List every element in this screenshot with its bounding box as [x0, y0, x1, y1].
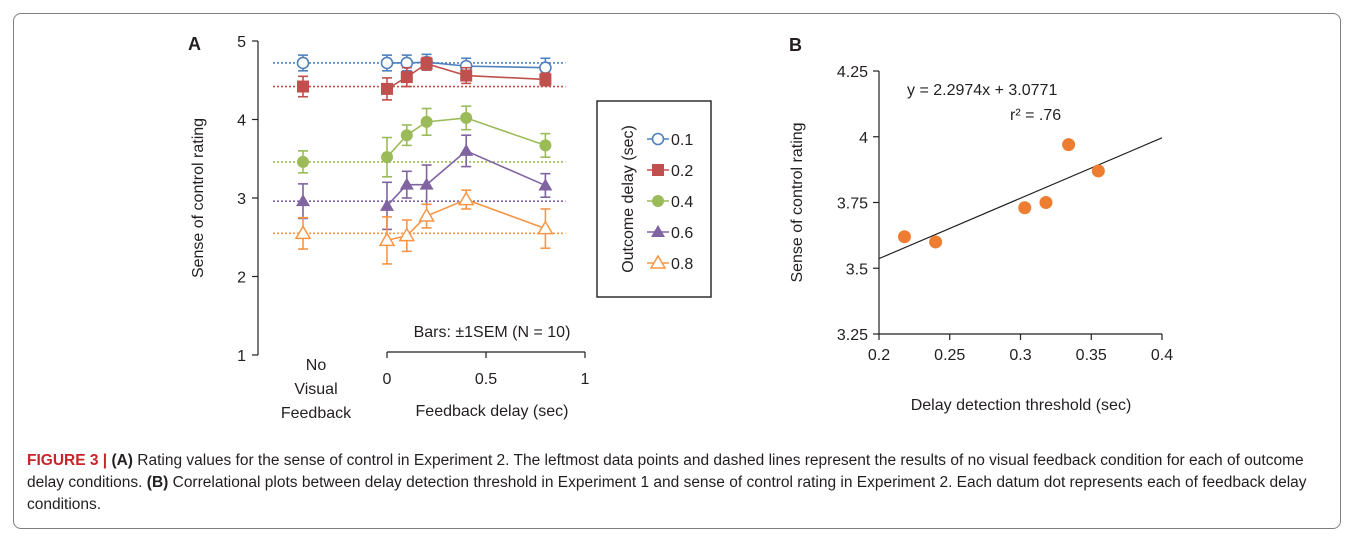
data-point	[381, 82, 393, 95]
data-point	[538, 178, 553, 191]
data-point	[460, 111, 473, 124]
legend-marker	[651, 225, 665, 237]
data-point	[537, 220, 554, 235]
no-feedback-label: Visual	[294, 381, 337, 398]
series-0.2	[273, 56, 566, 101]
data-point-no-feedback	[297, 155, 309, 168]
figure-frame	[13, 13, 1341, 529]
series-0.4	[273, 105, 566, 178]
data-point	[380, 198, 394, 211]
data-point	[460, 69, 473, 82]
y-tick-label-a: 5	[237, 34, 246, 51]
panel-label-a: A	[188, 34, 201, 54]
data-point	[419, 177, 434, 190]
x-axis-title-a: Feedback delay (sec)	[416, 403, 569, 420]
data-point	[539, 61, 552, 74]
data-point-no-feedback	[296, 56, 310, 70]
no-feedback-label: No	[306, 357, 327, 374]
y-tick-label-a: 4	[237, 113, 246, 130]
data-point	[380, 56, 394, 70]
no-feedback-label: Feedback	[281, 405, 352, 422]
x-tick-label-a: 0	[383, 371, 392, 388]
data-point-no-feedback	[294, 224, 312, 240]
x-tick-label-a: 1	[581, 371, 590, 388]
data-point	[381, 151, 393, 164]
legend-label: 0.2	[671, 163, 693, 180]
caption-part-b-text: Correlational plots between delay detect…	[27, 474, 1307, 513]
y-tick-label-a: 3	[237, 191, 246, 208]
data-point	[400, 129, 413, 142]
data-point	[378, 231, 396, 247]
series-0.6	[273, 134, 566, 231]
data-point	[398, 227, 416, 242]
legend-label: 0.4	[671, 194, 693, 211]
figure-caption: FIGURE 3 | (A) Rating values for the sen…	[27, 450, 1327, 516]
data-point	[418, 207, 435, 222]
data-point-no-feedback	[297, 80, 309, 93]
caption-part-a-text: Rating values for the sense of control i…	[27, 452, 1304, 491]
caption-part-b-label: (B)	[146, 474, 169, 491]
series-0.1	[273, 53, 566, 78]
legend-marker	[651, 132, 665, 146]
data-point	[457, 191, 475, 206]
x-tick-label-a: 0.5	[475, 371, 497, 388]
legend-label: 0.1	[671, 132, 693, 149]
legend-marker	[652, 195, 664, 207]
y-tick-label-a: 1	[237, 348, 246, 365]
data-point	[459, 143, 474, 156]
data-point	[539, 73, 552, 86]
caption-figure-label: FIGURE 3 |	[27, 452, 108, 469]
legend-marker	[649, 254, 667, 269]
data-point	[420, 115, 433, 128]
legend-label: 0.8	[671, 256, 693, 273]
data-point-no-feedback	[296, 194, 310, 207]
data-point	[420, 57, 433, 70]
legend-label: 0.6	[671, 225, 693, 242]
data-point	[400, 71, 413, 84]
legend-a: Outcome delay (sec) 0.1 0.2 0.4 0.6 0.8	[596, 100, 712, 298]
series-0.8	[273, 189, 566, 265]
chart-a: A 1 2 3 4 5 Sense of control rating 0 0.5 1 Feedba…	[188, 34, 712, 422]
bars-note: Bars: ±1SEM (N = 10)	[414, 324, 571, 341]
y-tick-label-a: 2	[237, 270, 246, 287]
data-point	[539, 139, 552, 152]
legend-title: Outcome delay (sec)	[620, 125, 637, 273]
data-point	[400, 56, 414, 70]
y-axis-title-a: Sense of control rating	[190, 118, 207, 278]
caption-part-a-label: (A)	[111, 452, 133, 469]
data-point	[399, 177, 414, 190]
legend-marker	[652, 164, 664, 176]
